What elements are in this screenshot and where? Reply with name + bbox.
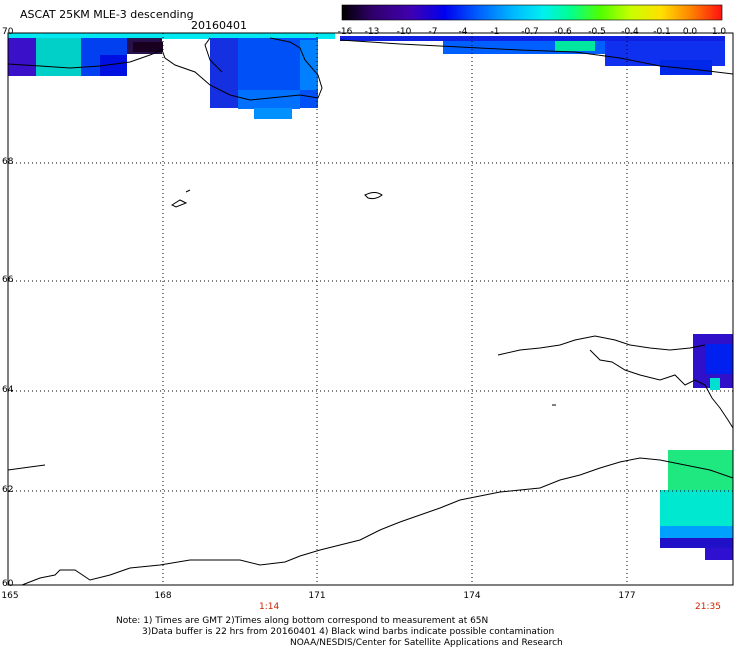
map-frame — [7, 32, 734, 586]
colorbar — [341, 4, 723, 21]
colorbar-label: 0.0 — [682, 27, 698, 37]
colorbar-label: -0.6 — [554, 27, 572, 37]
lon-label: 171 — [308, 591, 326, 601]
grid-lines — [8, 33, 733, 585]
colorbar-label: -0.5 — [588, 27, 606, 37]
product-date: 20160401 — [191, 19, 247, 32]
time-start: 1:14 — [259, 602, 280, 612]
colorbar-label: -0.1 — [653, 27, 671, 37]
lon-label: 168 — [154, 591, 172, 601]
lat-label: 66 — [2, 275, 14, 285]
time-end: 21:35 — [695, 602, 721, 612]
lat-label: 64 — [2, 385, 14, 395]
colorbar-label: -10 — [396, 27, 412, 37]
note-line-3: NOAA/NESDIS/Center for Satellite Applica… — [290, 638, 563, 648]
colorbar-label: -16 — [337, 27, 353, 37]
lon-label: 177 — [618, 591, 636, 601]
product-title: ASCAT 25KM MLE-3 descending — [20, 8, 194, 21]
lat-label: 68 — [2, 157, 14, 167]
coastlines — [7, 37, 734, 586]
note-line-1: Note: 1) Times are GMT 2)Times along bot… — [116, 616, 489, 626]
colorbar-label: -0.4 — [621, 27, 639, 37]
lat-label: 62 — [2, 485, 14, 495]
lat-label: 70 — [2, 27, 14, 37]
lon-label: 165 — [1, 591, 19, 601]
colorbar-label: -4 — [458, 27, 468, 37]
colorbar-label: -1 — [490, 27, 500, 37]
colorbar-label: -13 — [364, 27, 380, 37]
wind-swaths — [8, 33, 733, 560]
colorbar-label: 1.0 — [711, 27, 727, 37]
colorbar-label: -7 — [428, 27, 438, 37]
lat-label: 60 — [2, 579, 14, 589]
note-line-2: 3)Data buffer is 22 hrs from 20160401 4)… — [142, 627, 555, 637]
lon-label: 174 — [463, 591, 481, 601]
colorbar-label: -0.7 — [521, 27, 539, 37]
